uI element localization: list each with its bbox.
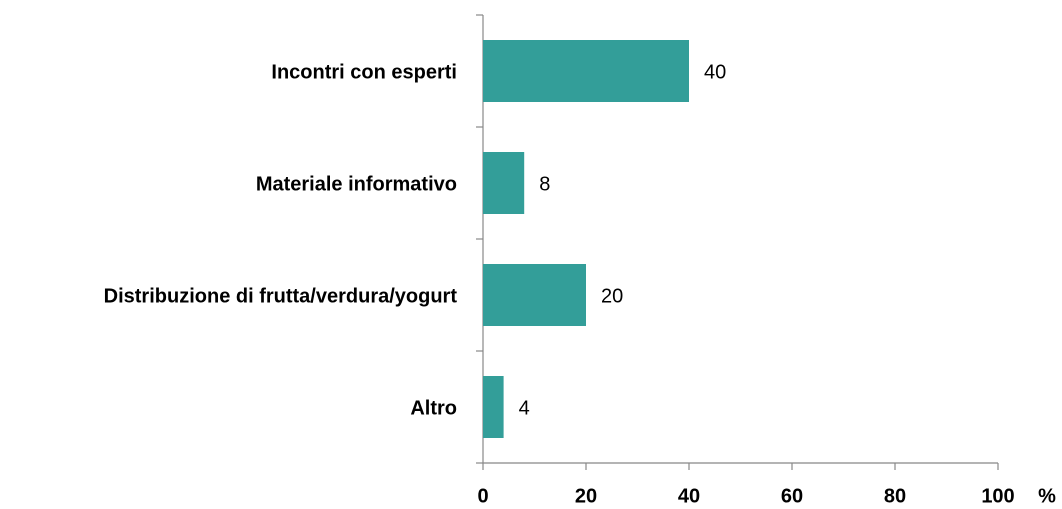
bar	[483, 376, 504, 438]
data-label: 8	[539, 173, 550, 195]
bar	[483, 40, 689, 102]
data-label: 40	[704, 61, 726, 83]
x-tick-label: 20	[575, 485, 597, 507]
x-axis-label: %	[1038, 485, 1056, 507]
x-tick-label: 100	[981, 485, 1014, 507]
x-tick-label: 60	[781, 485, 803, 507]
y-tick-label: Altro	[410, 397, 457, 419]
data-label: 20	[601, 285, 623, 307]
data-label: 4	[519, 397, 530, 419]
y-tick-label: Materiale informativo	[256, 173, 457, 195]
bar	[483, 264, 586, 326]
x-tick-label: 40	[678, 485, 700, 507]
x-tick-label: 80	[884, 485, 906, 507]
y-tick-label: Incontri con esperti	[271, 61, 457, 83]
bar	[483, 152, 525, 214]
y-tick-label: Distribuzione di frutta/verdura/yogurt	[104, 285, 458, 307]
x-tick-label: 0	[477, 485, 488, 507]
